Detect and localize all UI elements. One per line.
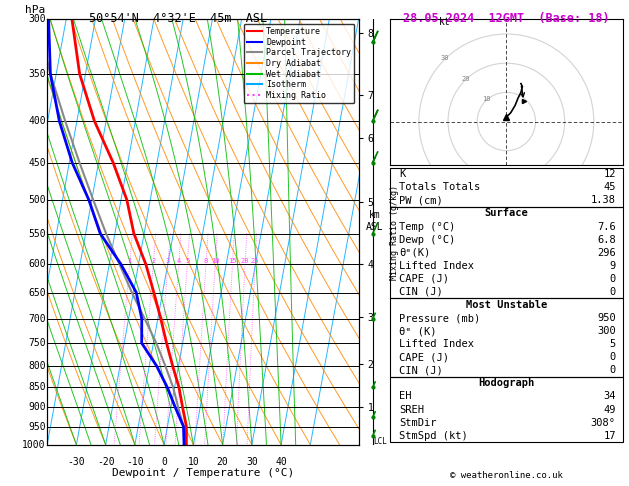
- Text: 350: 350: [28, 69, 46, 79]
- Text: -10: -10: [126, 457, 143, 467]
- Text: 28.05.2024  12GMT  (Base: 18): 28.05.2024 12GMT (Base: 18): [403, 12, 610, 25]
- Text: 0: 0: [610, 287, 616, 297]
- Text: Surface: Surface: [484, 208, 528, 218]
- Text: 6.8: 6.8: [597, 235, 616, 244]
- Text: CIN (J): CIN (J): [399, 287, 443, 297]
- Text: 300: 300: [597, 326, 616, 336]
- Text: 20: 20: [241, 258, 249, 264]
- Text: Dewp (°C): Dewp (°C): [399, 235, 455, 244]
- Text: Most Unstable: Most Unstable: [465, 300, 547, 310]
- Text: 650: 650: [28, 288, 46, 297]
- Text: 50°54'N  4°32'E  45m  ASL: 50°54'N 4°32'E 45m ASL: [89, 12, 267, 25]
- Text: 40: 40: [276, 457, 287, 467]
- Text: EH: EH: [399, 392, 412, 401]
- Text: 9: 9: [610, 260, 616, 271]
- Text: 750: 750: [28, 338, 46, 348]
- Text: 5: 5: [610, 339, 616, 349]
- Text: Mixing Ratio (g/kg): Mixing Ratio (g/kg): [390, 185, 399, 279]
- Text: 700: 700: [28, 313, 46, 324]
- Text: © weatheronline.co.uk: © weatheronline.co.uk: [450, 471, 563, 480]
- Text: SREH: SREH: [399, 404, 425, 415]
- Text: 300: 300: [28, 15, 46, 24]
- Text: K: K: [399, 169, 406, 179]
- Text: 45: 45: [603, 182, 616, 192]
- Text: 12: 12: [603, 169, 616, 179]
- Text: hPa: hPa: [25, 5, 46, 15]
- Text: 10: 10: [482, 96, 490, 102]
- Text: 800: 800: [28, 361, 46, 371]
- Text: 8: 8: [204, 258, 208, 264]
- Text: 25: 25: [251, 258, 259, 264]
- Text: 1000: 1000: [22, 440, 46, 450]
- Text: 600: 600: [28, 259, 46, 269]
- Text: 0: 0: [610, 274, 616, 284]
- Text: 20: 20: [461, 76, 470, 82]
- Text: θᵉ (K): θᵉ (K): [399, 326, 437, 336]
- Text: kt: kt: [439, 17, 451, 27]
- Text: StmDir: StmDir: [399, 417, 437, 428]
- Text: 30: 30: [441, 55, 449, 61]
- Text: CIN (J): CIN (J): [399, 365, 443, 375]
- Text: 950: 950: [28, 421, 46, 432]
- Text: 49: 49: [603, 404, 616, 415]
- Text: 850: 850: [28, 382, 46, 392]
- Text: 296: 296: [597, 248, 616, 258]
- Text: 5: 5: [185, 258, 189, 264]
- Text: Totals Totals: Totals Totals: [399, 182, 481, 192]
- Text: 10: 10: [187, 457, 199, 467]
- Text: 0: 0: [610, 352, 616, 362]
- Text: 308°: 308°: [591, 417, 616, 428]
- Text: 10: 10: [211, 258, 220, 264]
- Text: 4: 4: [177, 258, 181, 264]
- Text: 900: 900: [28, 402, 46, 413]
- Text: 450: 450: [28, 157, 46, 168]
- Text: 17: 17: [603, 431, 616, 441]
- Text: θᵉ(K): θᵉ(K): [399, 248, 430, 258]
- Text: LCL: LCL: [374, 437, 387, 446]
- Text: StmSpd (kt): StmSpd (kt): [399, 431, 468, 441]
- Text: Lifted Index: Lifted Index: [399, 260, 474, 271]
- Text: PW (cm): PW (cm): [399, 195, 443, 206]
- Text: 34: 34: [603, 392, 616, 401]
- Text: 30: 30: [246, 457, 258, 467]
- Text: 500: 500: [28, 195, 46, 205]
- Text: Lifted Index: Lifted Index: [399, 339, 474, 349]
- Text: 400: 400: [28, 116, 46, 126]
- Text: Dewpoint / Temperature (°C): Dewpoint / Temperature (°C): [112, 468, 294, 478]
- Text: 0: 0: [161, 457, 167, 467]
- Text: 550: 550: [28, 228, 46, 239]
- Text: CAPE (J): CAPE (J): [399, 352, 449, 362]
- Text: -20: -20: [97, 457, 114, 467]
- Text: Pressure (mb): Pressure (mb): [399, 313, 481, 323]
- Text: 15: 15: [228, 258, 237, 264]
- Text: 1: 1: [128, 258, 131, 264]
- Legend: Temperature, Dewpoint, Parcel Trajectory, Dry Adiabat, Wet Adiabat, Isotherm, Mi: Temperature, Dewpoint, Parcel Trajectory…: [243, 24, 354, 103]
- Y-axis label: km
ASL: km ASL: [366, 210, 384, 232]
- Text: Hodograph: Hodograph: [478, 379, 535, 388]
- Text: 20: 20: [217, 457, 228, 467]
- Text: 950: 950: [597, 313, 616, 323]
- Text: 0: 0: [610, 365, 616, 375]
- Text: CAPE (J): CAPE (J): [399, 274, 449, 284]
- Text: Temp (°C): Temp (°C): [399, 222, 455, 231]
- Text: 7.6: 7.6: [597, 222, 616, 231]
- Text: 1.38: 1.38: [591, 195, 616, 206]
- Text: -30: -30: [67, 457, 85, 467]
- Text: 2: 2: [151, 258, 155, 264]
- Text: 3: 3: [166, 258, 170, 264]
